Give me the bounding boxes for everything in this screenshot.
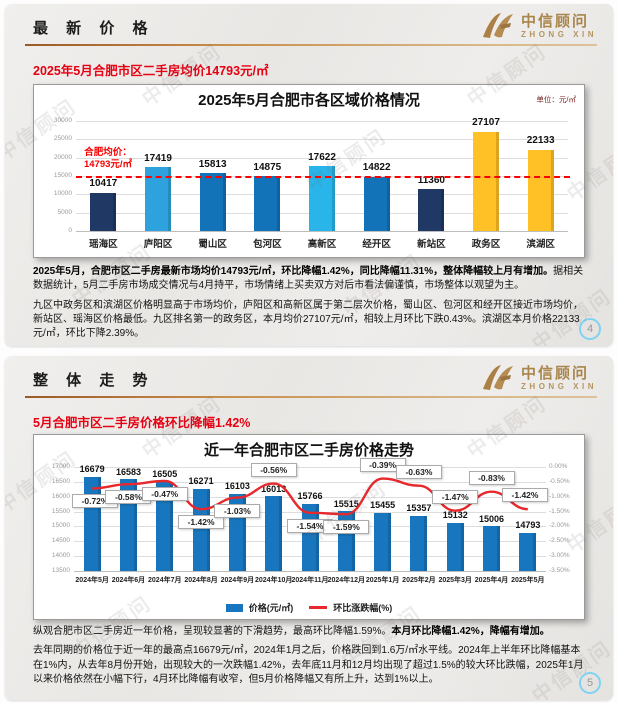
slide1-subtitle: 2025年5月合肥市区二手房均价14793元/㎡ xyxy=(33,64,269,78)
legend-line-label: 环比涨跌幅(%) xyxy=(333,603,393,613)
page-number-badge: 4 xyxy=(579,318,601,340)
chart1-title: 2025年5月合肥市各区域价格情况 xyxy=(198,92,420,109)
slide2-body-text: 纵观合肥市区二手房近一年价格，呈现较显著的下滑趋势，最高环比降幅1.59%。本月… xyxy=(33,626,584,685)
header-divider xyxy=(25,396,597,398)
logo-subname: ZHONG XIN xyxy=(521,381,597,391)
page-number-badge: 5 xyxy=(579,672,601,694)
logo-subname: ZHONG XIN xyxy=(521,29,597,39)
slide2-title: 整 体 走 势 xyxy=(33,372,155,389)
slide-overall-trend: 整 体 走 势 中信顾问 ZHONG XIN 5月合肥市区二手房价格环比降幅1.… xyxy=(5,356,613,700)
slide1-body-text: 2025年5月，合肥市区二手房最新市场均价14793元/㎡，环比降幅1.42%，… xyxy=(33,266,584,340)
logo-name: 中信顾问 xyxy=(521,364,590,382)
header-divider xyxy=(25,44,597,46)
logo-name: 中信顾问 xyxy=(521,12,590,30)
slide2-subtitle: 5月合肥市区二手房价格环比降幅1.42% xyxy=(33,416,251,430)
slide1-title: 最 新 价 格 xyxy=(33,20,155,37)
chart1-unit-label: 单位：元/㎡ xyxy=(536,95,576,104)
legend-bar-swatch xyxy=(225,603,243,612)
trend-chart-panel: 近一年合肥市区二手房价格走势 13500 14000 14500 15000 15500… xyxy=(33,434,585,620)
district-price-chart-panel: 2025年5月合肥市各区域价格情况 单位：元/㎡ 0 5000 10000 15000… xyxy=(33,84,585,258)
zhongxin-logo: 中信顾问 ZHONG XIN xyxy=(480,363,597,393)
district-price-bar-chart: 0 5000 10000 15000 20000 25000 30000 10417 瑶海区 17… xyxy=(54,117,570,250)
slide-latest-price: 最 新 价 格 中信顾问 ZHONG XIN 2025年5月合肥市区二手房均价1… xyxy=(5,4,613,346)
legend-line-swatch xyxy=(309,606,328,609)
zhongxin-logo-icon xyxy=(483,13,514,38)
zhongxin-logo: 中信顾问 ZHONG XIN xyxy=(480,11,597,41)
chart2-title: 近一年合肥市区二手房价格走势 xyxy=(203,442,414,459)
zhongxin-logo-icon xyxy=(483,365,514,390)
legend-bar-label: 价格(元/㎡) xyxy=(248,603,294,613)
trend-combo-chart: 13500 14000 14500 15000 15500 16000 16500 17000… xyxy=(51,457,570,584)
chart2-legend: 价格(元/㎡) 环比涨跌幅(%) xyxy=(34,601,584,614)
